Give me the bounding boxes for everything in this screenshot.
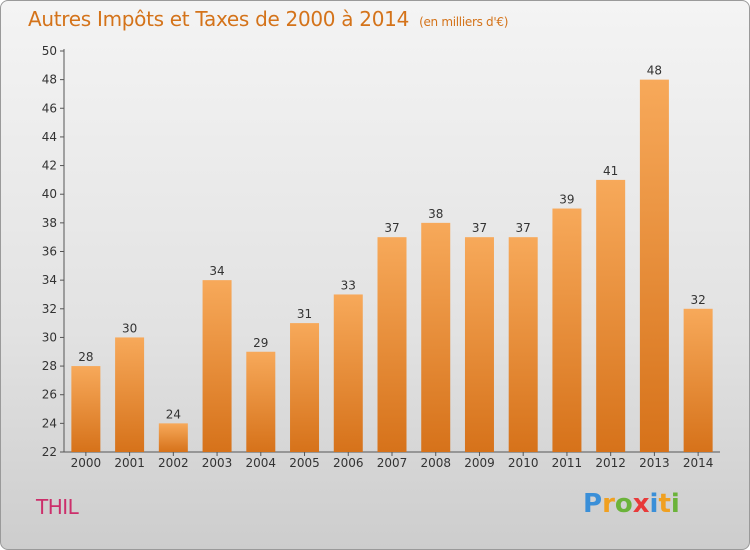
bar — [290, 323, 320, 452]
data-label: 37 — [516, 221, 531, 235]
x-tick-label: 2000 — [71, 456, 102, 470]
bar — [71, 366, 101, 452]
bar — [639, 79, 669, 453]
x-tick-label: 2013 — [639, 456, 670, 470]
x-tick-label: 2006 — [333, 456, 364, 470]
x-tick-label: 2009 — [464, 456, 495, 470]
data-label: 31 — [297, 307, 312, 321]
x-tick-label: 2002 — [158, 456, 189, 470]
logo-letter: t — [658, 489, 671, 519]
data-label: 37 — [384, 221, 399, 235]
x-tick-label: 2010 — [508, 456, 539, 470]
y-tick-label: 22 — [42, 445, 57, 459]
bar — [333, 294, 363, 452]
bar — [552, 208, 582, 452]
y-tick-label: 38 — [42, 216, 57, 230]
logo-letter: r — [602, 489, 615, 519]
data-label: 28 — [78, 350, 93, 364]
x-tick-label: 2004 — [246, 456, 277, 470]
data-label: 30 — [122, 321, 137, 335]
proxiti-logo: Proxiti — [583, 489, 680, 519]
chart-title: Autres Impôts et Taxes de 2000 à 2014 (e… — [28, 7, 508, 31]
data-label: 48 — [647, 64, 662, 78]
bar — [508, 237, 538, 452]
y-tick-label: 34 — [42, 273, 57, 287]
data-label: 41 — [603, 164, 618, 178]
data-label: 37 — [472, 221, 487, 235]
x-tick-label: 2014 — [683, 456, 714, 470]
bar — [421, 222, 451, 452]
chart-unit: (en milliers d'€) — [419, 15, 509, 29]
data-label: 33 — [341, 278, 356, 292]
bar — [464, 237, 494, 452]
y-tick-label: 26 — [42, 388, 57, 402]
data-label: 24 — [166, 407, 181, 421]
x-tick-label: 2001 — [114, 456, 145, 470]
y-tick-label: 50 — [42, 44, 57, 58]
y-tick-label: 24 — [42, 416, 57, 430]
logo-letter: i — [649, 489, 659, 519]
logo-letter: x — [632, 489, 650, 519]
logo-letter: P — [583, 489, 603, 519]
y-tick-label: 42 — [42, 159, 57, 173]
x-tick-label: 2007 — [377, 456, 408, 470]
x-tick-label: 2012 — [595, 456, 626, 470]
x-tick-label: 2008 — [420, 456, 451, 470]
data-label: 32 — [690, 293, 705, 307]
logo-letter: i — [670, 489, 680, 519]
bar — [115, 337, 145, 452]
y-tick-label: 30 — [42, 330, 57, 344]
bar — [377, 237, 407, 452]
y-tick-label: 32 — [42, 302, 57, 316]
chart-title-text: Autres Impôts et Taxes de 2000 à 2014 — [28, 7, 409, 31]
x-tick-label: 2005 — [289, 456, 320, 470]
data-label: 38 — [428, 207, 443, 221]
y-tick-label: 36 — [42, 245, 57, 259]
bar — [683, 308, 713, 452]
x-tick-label: 2011 — [552, 456, 583, 470]
y-tick-label: 46 — [42, 101, 57, 115]
y-tick-label: 28 — [42, 359, 57, 373]
bar — [596, 179, 626, 452]
bar — [202, 280, 232, 452]
data-label: 34 — [209, 264, 224, 278]
commune-name: THIL — [36, 495, 79, 519]
data-label: 29 — [253, 336, 268, 350]
y-tick-label: 44 — [42, 130, 57, 144]
data-label: 39 — [559, 193, 574, 207]
logo-letter: o — [614, 489, 633, 519]
y-tick-label: 48 — [42, 73, 57, 87]
y-tick-label: 40 — [42, 187, 57, 201]
bar — [158, 423, 188, 452]
bar — [246, 351, 276, 452]
x-tick-label: 2003 — [202, 456, 233, 470]
